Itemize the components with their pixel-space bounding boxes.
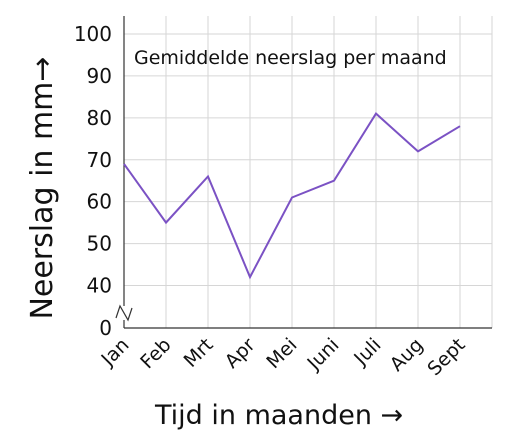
x-tick-Mrt: Mrt <box>180 334 218 372</box>
x-tick-Aug: Aug <box>386 334 428 376</box>
y-tick-40: 40 <box>87 274 112 298</box>
x-tick-Sept: Sept <box>423 334 469 380</box>
axis-break-mark <box>115 304 133 322</box>
y-tick-80: 80 <box>87 106 112 130</box>
x-tick-Mei: Mei <box>262 334 301 373</box>
y-axis-label: Neerslag in mm→ <box>25 56 60 319</box>
y-tick-0: 0 <box>99 316 112 340</box>
x-tick-Juli: Juli <box>349 334 385 370</box>
series-line-0 <box>123 112 461 280</box>
series-lines <box>123 112 461 280</box>
x-tick-Feb: Feb <box>136 334 175 373</box>
x-axis-label: Tijd in maanden → <box>154 400 403 431</box>
y-tick-100: 100 <box>74 22 112 46</box>
chart-title: Gemiddelde neerslag per maand <box>134 47 447 69</box>
y-tick-labels: 0 40 50 60 70 80 90 100 <box>74 22 112 340</box>
x-tick-Juni: Juni <box>303 334 344 375</box>
axes <box>115 16 492 329</box>
y-tick-90: 90 <box>87 64 112 88</box>
grid-lines <box>124 16 493 328</box>
y-tick-70: 70 <box>87 148 112 172</box>
y-tick-60: 60 <box>87 190 112 214</box>
x-tick-Apr: Apr <box>221 334 260 373</box>
y-tick-50: 50 <box>87 232 112 256</box>
